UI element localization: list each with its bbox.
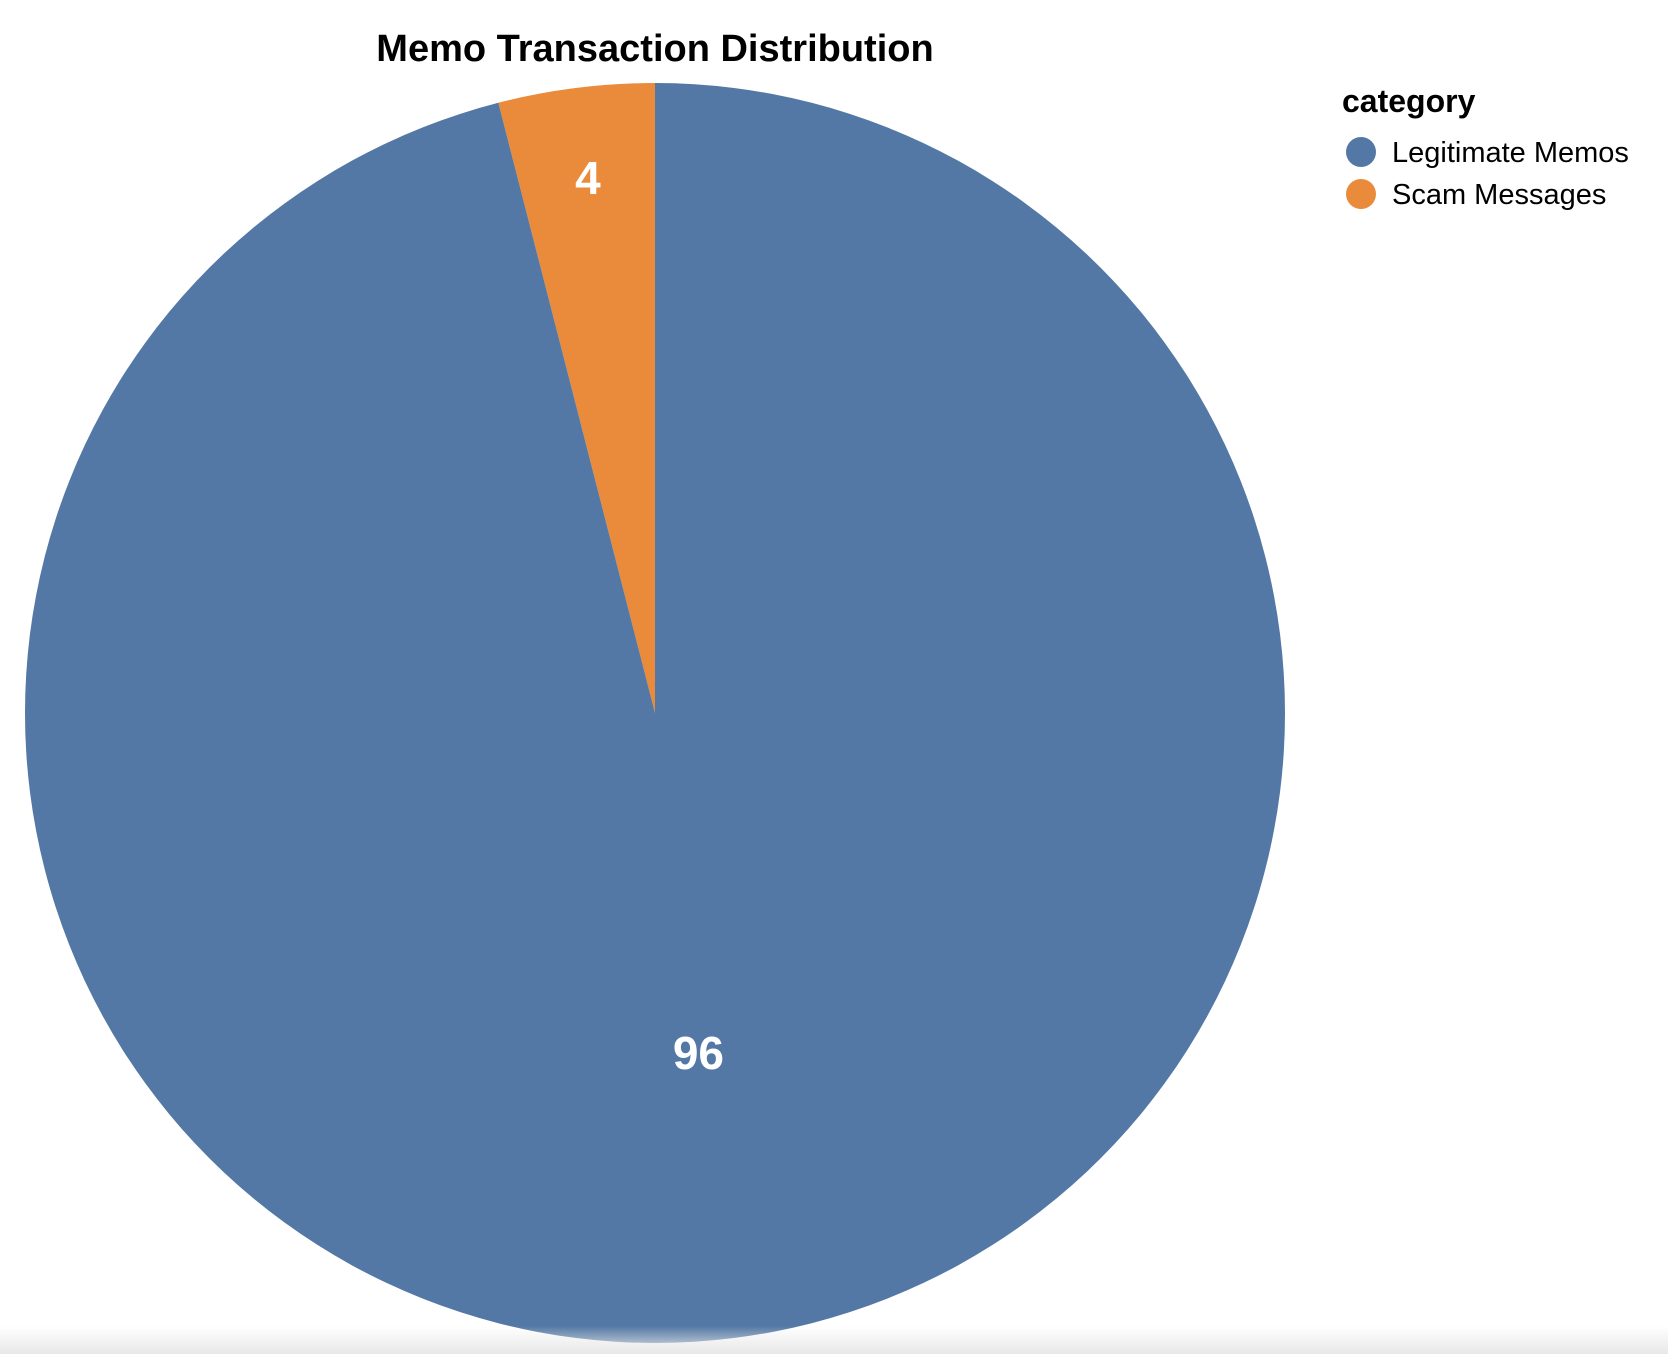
legend-swatch-scam-messages (1346, 179, 1376, 209)
legend-title: category (1342, 83, 1476, 119)
chart-title: Memo Transaction Distribution (376, 28, 933, 70)
legend-swatch-legitimate-memos (1346, 137, 1376, 167)
legend-label-legitimate-memos: Legitimate Memos (1392, 137, 1629, 169)
pie-slice-legitimate-memos (24, 83, 1285, 1344)
pie-slice-scam-messages (498, 83, 655, 713)
pie-slice-labels: 4 96 (575, 152, 724, 1079)
slice-label-legitimate-memos: 96 (673, 1027, 724, 1079)
legend: category Legitimate Memos Scam Messages (1342, 83, 1629, 211)
window-bottom-edge (0, 1326, 1668, 1354)
legend-items: Legitimate Memos Scam Messages (1346, 137, 1629, 211)
legend-label-scam-messages: Scam Messages (1392, 179, 1606, 211)
slice-label-scam-messages: 4 (575, 152, 601, 204)
pie-slices (24, 83, 1285, 1344)
